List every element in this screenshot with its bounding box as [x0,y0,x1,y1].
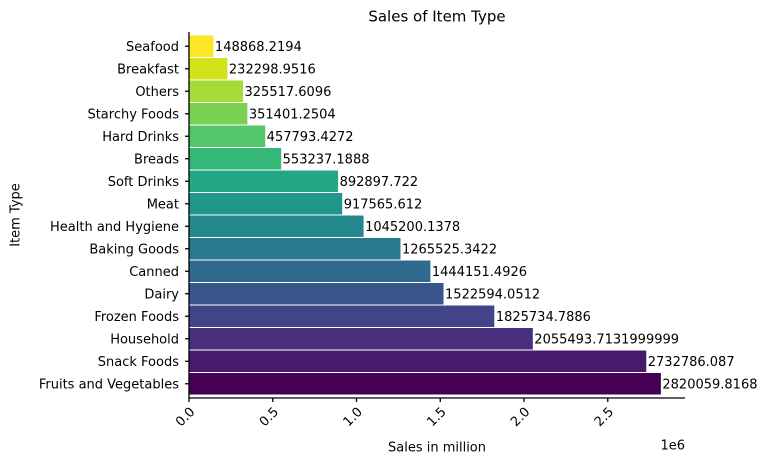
value-label: 325517.6096 [245,85,332,100]
value-label: 1265525.3422 [402,242,497,257]
bar [188,372,662,396]
value-label: 1045200.1378 [365,220,460,235]
value-label: 1522594.0512 [445,287,540,302]
value-label: 148868.2194 [215,40,302,55]
x-tick-label: 2.5 [592,405,617,430]
y-tick-label: Breads [134,152,179,167]
bar [188,214,365,238]
bar [188,327,534,351]
y-tick-label: Soft Drinks [108,175,180,190]
chart-title: Sales of Item Type [368,8,505,26]
bar [188,304,496,328]
value-label: 1825734.7886 [496,310,591,325]
y-tick-label: Frozen Foods [94,310,179,325]
y-tick-label: Hard Drinks [102,130,179,145]
y-tick-label: Dairy [144,287,179,302]
y-tick-label: Canned [129,265,179,280]
y-tick-label: Starchy Foods [87,107,179,122]
x-axis-label: Sales in million [388,441,486,456]
value-label: 1444151.4926 [432,265,527,280]
value-label: 2820059.8168 [662,377,757,392]
bar [188,34,215,58]
x-tick-label: 0.5 [257,405,282,430]
bar [188,259,432,283]
value-label: 917565.612 [344,197,423,212]
y-tick-label: Others [135,85,179,100]
x-tick-label: 1.0 [341,405,366,430]
bar [188,349,648,373]
bar [188,147,283,171]
value-label: 2055493.7131999999 [534,332,679,347]
bar [188,57,229,81]
bar [188,124,267,148]
bar [188,102,249,126]
bar [188,282,445,306]
bar [188,192,344,216]
x-offset-label: 1e6 [660,439,685,454]
value-label: 232298.9516 [229,62,316,77]
value-label: 892897.722 [340,175,419,190]
x-tick-label: 2.0 [508,405,533,430]
value-label: 457793.4272 [267,130,354,145]
value-label: 553237.1888 [283,152,370,167]
y-axis-label: Item Type [9,183,24,247]
y-tick-label: Seafood [126,40,179,55]
y-tick-label: Meat [147,197,179,212]
x-tick-label: 1.5 [424,405,449,430]
y-tick-label: Household [110,332,179,347]
value-label: 351401.2504 [249,107,336,122]
y-tick-label: Breakfast [117,62,179,77]
x-tick-label: 0.0 [173,405,198,430]
bar [188,79,245,103]
y-tick-label: Snack Foods [98,355,179,370]
bar [188,169,340,193]
y-tick-label: Health and Hygiene [50,220,179,235]
y-tick-label: Baking Goods [89,242,179,257]
value-label: 2732786.087 [648,355,735,370]
y-tick-label: Fruits and Vegetables [39,377,179,392]
bar [188,237,402,261]
